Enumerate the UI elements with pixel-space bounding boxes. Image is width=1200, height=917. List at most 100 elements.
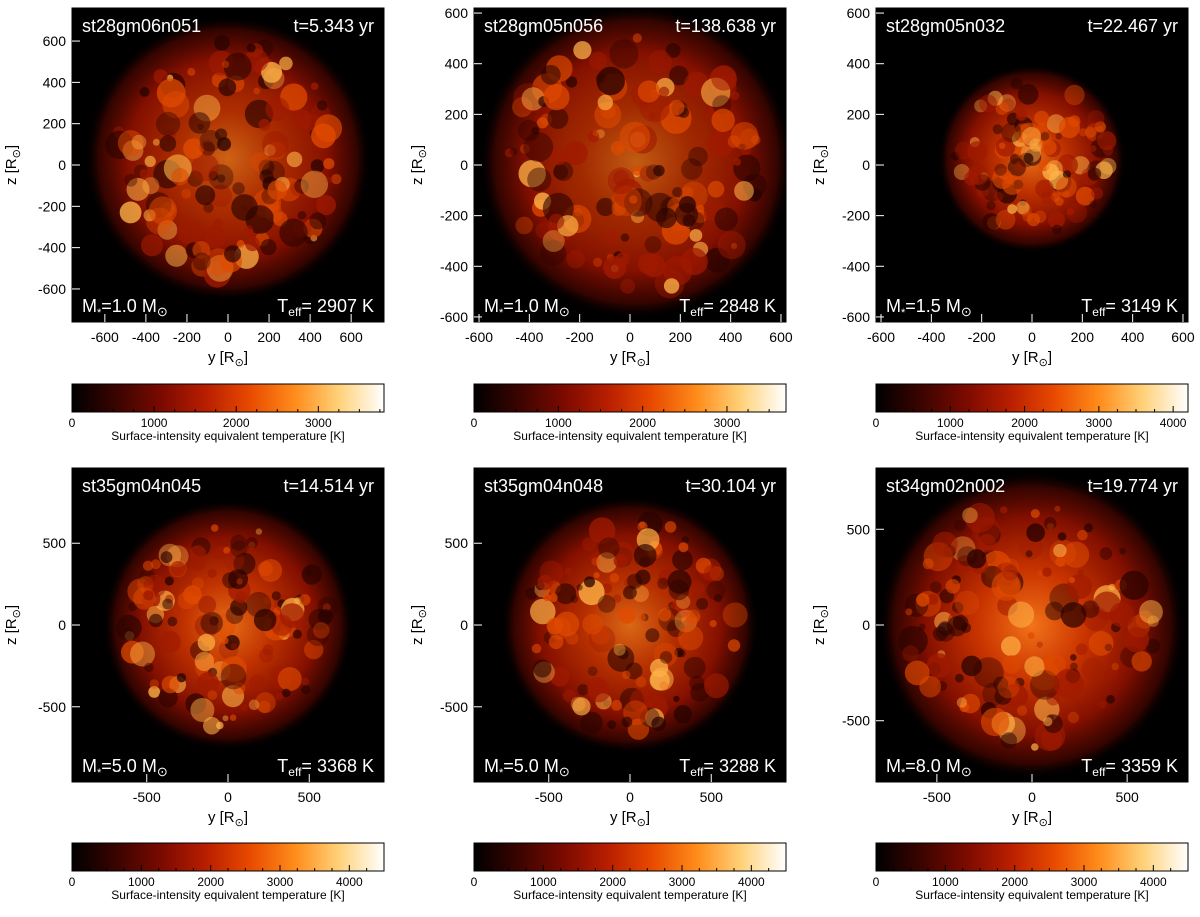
granule [927, 593, 939, 605]
granule [236, 578, 243, 585]
granule [139, 168, 150, 179]
granule [142, 560, 154, 571]
y-tick-label: -600 [842, 309, 870, 325]
granule [527, 167, 552, 192]
granule [301, 677, 310, 686]
granule [223, 550, 245, 572]
granule [632, 166, 643, 176]
granule [612, 594, 622, 603]
time-label: t=19.774 yr [1087, 476, 1178, 496]
granule [673, 695, 680, 703]
granule [1067, 203, 1087, 223]
granule [977, 534, 996, 553]
granule [1067, 711, 1080, 724]
granule [286, 151, 303, 168]
granule [1139, 600, 1163, 624]
colorbar-tick-label: 0 [69, 416, 76, 430]
granule [258, 700, 271, 713]
granule [672, 549, 693, 571]
granule [512, 96, 533, 118]
granule [722, 602, 748, 628]
granule [304, 640, 324, 660]
colorbar [875, 842, 1189, 872]
granule [1022, 127, 1042, 146]
granule [536, 117, 549, 129]
granule [607, 720, 617, 729]
granule [603, 256, 627, 279]
granule [999, 142, 1006, 149]
granule [290, 181, 306, 197]
granule [1075, 186, 1095, 206]
colorbar [473, 383, 787, 413]
granule [945, 579, 961, 594]
granule [199, 139, 215, 155]
granule [582, 537, 597, 552]
granule [548, 634, 564, 650]
granule [1098, 700, 1107, 709]
y-tick-label: -600 [440, 309, 468, 325]
granule [181, 188, 192, 199]
x-tick-label: 400 [719, 329, 743, 345]
granule [217, 174, 226, 183]
granule [261, 61, 283, 83]
x-axis-label: y [R⊙] [610, 809, 650, 829]
granule [191, 577, 204, 590]
granule [192, 252, 211, 271]
colorbar-tick-label: 0 [873, 875, 880, 889]
surface-intensity-map [878, 471, 1186, 779]
granule [221, 656, 247, 682]
granule [195, 185, 216, 206]
granule [1000, 732, 1017, 749]
granule [1123, 627, 1150, 653]
granule [260, 239, 277, 256]
granule [197, 672, 220, 694]
granule [640, 707, 660, 728]
granule [253, 608, 277, 632]
granule [197, 123, 204, 131]
granule [1147, 615, 1159, 627]
granule [598, 537, 620, 559]
colorbar-tick-label: 4000 [738, 875, 765, 889]
granule [639, 165, 656, 182]
granule [1009, 153, 1021, 165]
y-axis-label: z [R⊙] [409, 605, 429, 645]
granule [709, 566, 724, 581]
granule [1119, 548, 1126, 555]
colorbar [71, 842, 385, 872]
granule [504, 148, 514, 158]
granule [240, 704, 248, 712]
granule [158, 688, 178, 708]
granule [1045, 601, 1064, 621]
y-tick-label: 0 [460, 617, 468, 633]
granule [176, 673, 187, 683]
granule [207, 569, 217, 578]
granule [651, 716, 666, 732]
granule [1055, 556, 1066, 567]
granule [1016, 200, 1030, 215]
granule [509, 147, 518, 156]
granule [162, 598, 174, 610]
granule [331, 173, 342, 185]
granule [218, 78, 237, 97]
granule [533, 659, 552, 678]
surface-intensity-map [479, 8, 786, 320]
granule [221, 637, 229, 645]
granule [624, 188, 653, 217]
granule [292, 109, 312, 130]
granule [187, 67, 196, 76]
granule [1030, 670, 1060, 700]
granule [1010, 77, 1023, 90]
granule [730, 91, 740, 101]
granule [1099, 547, 1113, 560]
x-tick-label: 0 [1028, 329, 1036, 345]
granule [1087, 110, 1105, 128]
granule [593, 257, 603, 267]
stellar-mass-label: M*=1.5 M⊙ [886, 296, 972, 319]
colorbar-tick-label: 4000 [1140, 875, 1167, 889]
y-tick-label: 500 [43, 535, 67, 551]
granule [642, 254, 666, 278]
granule [953, 519, 966, 532]
y-tick-label: 0 [58, 617, 66, 633]
granule [670, 598, 691, 619]
granule [1034, 110, 1049, 126]
